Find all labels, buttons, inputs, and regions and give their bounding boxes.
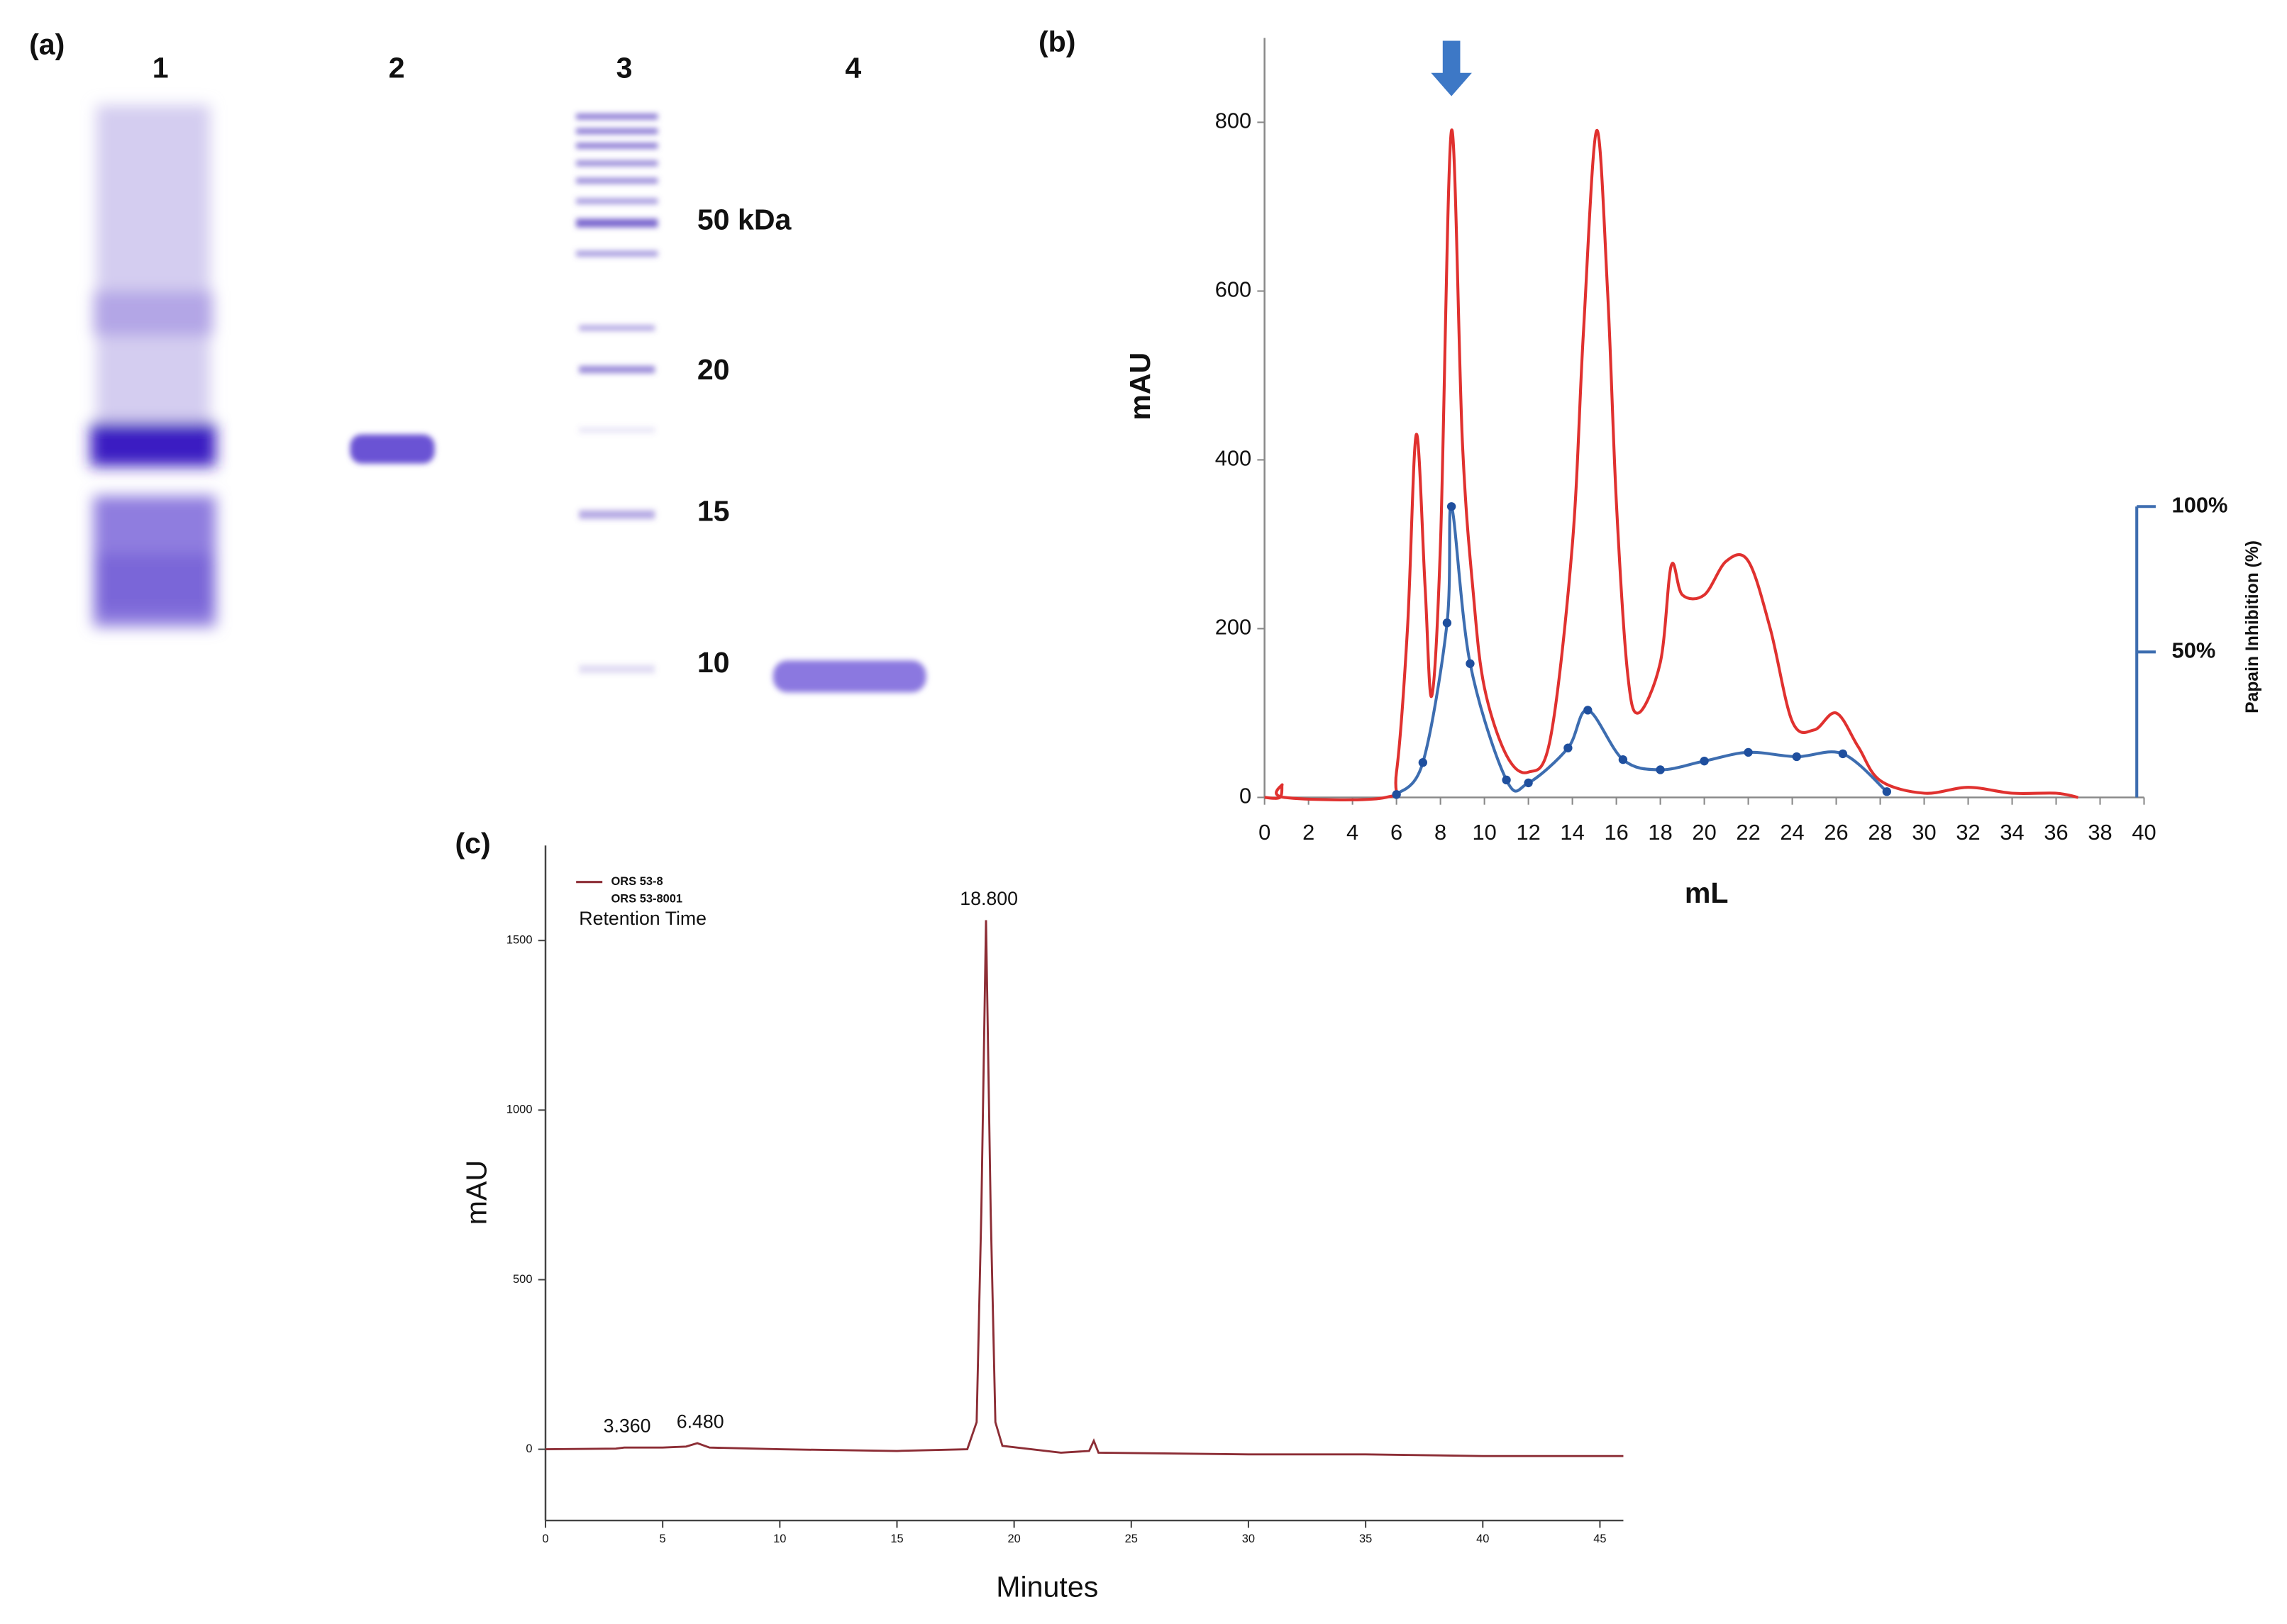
gel-panel: (a) 1 2 3 4 50 kDa 20 15 10 (29, 28, 926, 693)
data-point (1563, 743, 1573, 752)
x-tick-label: 8 (1434, 820, 1446, 845)
y-tick-label: 600 (1215, 277, 1251, 302)
x-tick-label: 26 (1824, 820, 1848, 845)
ladder-bands (576, 113, 658, 674)
x-tick-label: 0 (1258, 820, 1270, 845)
x-tick-label: 15 (890, 1533, 903, 1545)
x-tick-label: 25 (1125, 1533, 1138, 1545)
x-tick-label: 5 (660, 1533, 666, 1545)
data-point (1882, 787, 1892, 796)
x-tick-label: 45 (1593, 1533, 1606, 1545)
y-tick-label: 1500 (506, 934, 533, 947)
x-tick-label: 30 (1242, 1533, 1255, 1545)
x-tick-label: 24 (1780, 820, 1804, 845)
y-axis-label: mAU (460, 1160, 492, 1225)
x-tick-label: 40 (1476, 1533, 1489, 1545)
x-tick-label: 32 (1956, 820, 1980, 845)
x-tick-label: 40 (2132, 820, 2156, 845)
series-line (1395, 504, 1888, 796)
data-point (1583, 706, 1593, 715)
peak-label: 3.360 (604, 1416, 651, 1437)
y-tick-label: 500 (513, 1273, 532, 1286)
series-line (545, 920, 1624, 1457)
lane-label: 1 (153, 52, 169, 84)
x-tick-label: 36 (2044, 820, 2068, 845)
x-tick-label: 20 (1007, 1533, 1020, 1545)
x-tick-label: 6 (1390, 820, 1402, 845)
y-tick-label: 800 (1215, 109, 1251, 133)
lane-label: 3 (616, 52, 633, 84)
x-tick-label: 35 (1359, 1533, 1372, 1545)
data-point (1392, 790, 1401, 799)
panel-label: (a) (29, 28, 65, 61)
data-point (1524, 778, 1533, 788)
x-tick-label: 10 (1472, 820, 1496, 845)
y-axis-label: mAU (1124, 352, 1156, 421)
y-tick-label: 200 (1215, 615, 1251, 640)
y-tick-label: 400 (1215, 446, 1251, 471)
data-point (1656, 765, 1665, 774)
x-tick-label: 4 (1346, 820, 1358, 845)
data-point (1502, 775, 1511, 784)
panel-label: (b) (1039, 26, 1076, 58)
lane-2-band (350, 434, 435, 464)
marker-label: 15 (697, 494, 730, 527)
y-tick-label: 1000 (506, 1103, 533, 1116)
x-axis-label: mL (1685, 877, 1729, 909)
y2-tick-label: 100% (2172, 492, 2228, 517)
data-point (1618, 755, 1628, 764)
data-point (1418, 758, 1427, 767)
x-tick-label: 38 (2088, 820, 2112, 845)
data-point (1700, 757, 1709, 766)
lane-label: 2 (389, 52, 405, 84)
marker-label: 50 kDa (697, 203, 792, 235)
marker-label: 20 (697, 353, 730, 386)
legend-text: Retention Time (579, 908, 707, 929)
data-point (1838, 749, 1848, 759)
lane-4-band (773, 660, 926, 693)
x-tick-label: 28 (1868, 820, 1892, 845)
legend-text: ORS 53-8001 (611, 893, 683, 906)
y2-axis-label: Papain Inhibition (%) (2243, 540, 2262, 713)
data-point (1446, 502, 1456, 511)
x-tick-label: 2 (1302, 820, 1314, 845)
legend-label: ORS 53-8 (611, 875, 663, 888)
series-line (1264, 128, 2078, 801)
data-point (1792, 752, 1801, 762)
marker-label: 10 (697, 646, 730, 679)
x-tick-label: 0 (542, 1533, 548, 1545)
chart: (c) Minutes mAU 0 5 10 15 20 25 30 35 40 45 0 500 1000 1… (455, 827, 1624, 1603)
data-point (1744, 747, 1753, 757)
x-tick-label: 34 (2000, 820, 2024, 845)
x-tick-label: 18 (1648, 820, 1672, 845)
y-tick-label: 0 (526, 1442, 532, 1455)
panel-label: (c) (455, 827, 491, 860)
x-axis-label: Minutes (996, 1571, 1098, 1603)
x-tick-label: 10 (773, 1533, 786, 1545)
y-tick-label: 0 (1239, 784, 1251, 808)
data-point (1442, 618, 1452, 628)
x-tick-label: 20 (1692, 820, 1716, 845)
x-tick-label: 30 (1912, 820, 1936, 845)
peak-label: 6.480 (677, 1411, 724, 1432)
x-tick-label: 22 (1736, 820, 1760, 845)
peak-label: 18.800 (960, 888, 1018, 909)
x-tick-label: 12 (1516, 820, 1540, 845)
x-tick-label: 14 (1560, 820, 1584, 845)
lane-1-bands (90, 105, 216, 627)
y2-tick-label: 50% (2172, 638, 2216, 662)
x-tick-label: 16 (1604, 820, 1628, 845)
arrow-annotation (1431, 40, 1472, 96)
lane-label: 4 (845, 52, 861, 84)
data-point (1466, 659, 1475, 668)
